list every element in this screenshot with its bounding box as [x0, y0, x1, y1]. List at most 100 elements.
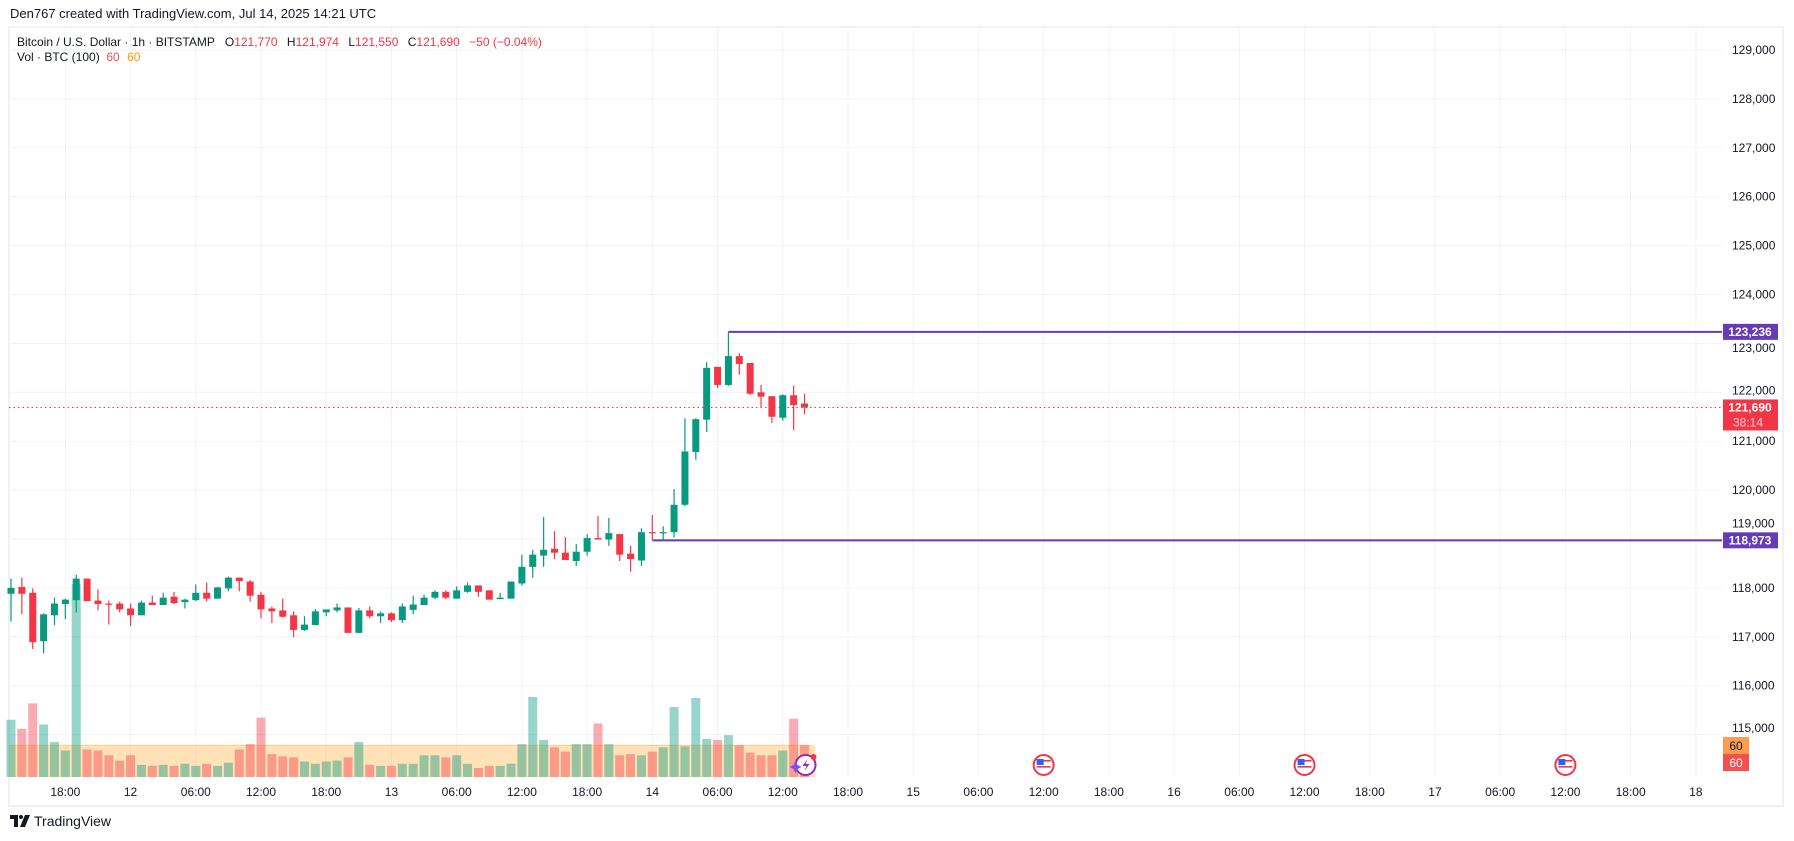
time-axis[interactable]: 18:00 12 06:00 12:00 18:00 13 06:00 12:00 18:00 1… — [50, 785, 1703, 799]
candle[interactable] — [637, 528, 645, 566]
volume-title[interactable]: Vol · BTC (100) — [17, 50, 100, 64]
tradingview-logo[interactable]: TradingView — [10, 813, 111, 829]
candle[interactable] — [442, 590, 450, 600]
us-flag-icon[interactable] — [1554, 754, 1577, 776]
candle[interactable] — [529, 549, 537, 578]
candle[interactable] — [703, 361, 711, 432]
volume-bar — [126, 755, 136, 777]
candle[interactable] — [29, 588, 37, 650]
candle[interactable] — [203, 582, 211, 602]
us-flag-icon[interactable] — [1293, 754, 1316, 776]
candle[interactable] — [311, 608, 319, 626]
candle[interactable] — [137, 600, 145, 616]
volume-bar — [310, 763, 320, 777]
candle[interactable] — [333, 603, 341, 613]
candle[interactable] — [159, 592, 167, 606]
candle[interactable] — [779, 394, 787, 421]
candle[interactable] — [692, 418, 700, 460]
candle[interactable] — [268, 606, 276, 624]
candle[interactable] — [235, 577, 243, 592]
candle[interactable] — [40, 613, 48, 654]
candle[interactable] — [724, 331, 732, 386]
candle[interactable] — [714, 366, 722, 388]
lightning-event-icon[interactable] — [789, 754, 817, 776]
candle[interactable] — [50, 597, 58, 626]
candle[interactable] — [627, 545, 635, 572]
candle[interactable] — [409, 595, 417, 615]
candle[interactable] — [224, 576, 232, 592]
flag-stripe — [1297, 769, 1312, 771]
candle[interactable] — [572, 543, 580, 566]
candle[interactable] — [18, 577, 26, 615]
candle[interactable] — [464, 582, 472, 593]
candle[interactable] — [420, 594, 428, 606]
event-markers[interactable] — [789, 754, 1577, 776]
candle[interactable] — [148, 595, 156, 606]
candle[interactable] — [83, 578, 91, 602]
price-axis-label: 115,000 — [1732, 721, 1775, 735]
price-axis-label: 116,000 — [1732, 679, 1775, 693]
candle[interactable] — [561, 537, 569, 561]
candle[interactable] — [366, 606, 374, 619]
candle[interactable] — [355, 607, 363, 633]
candle[interactable] — [540, 516, 548, 567]
candle[interactable] — [377, 611, 385, 624]
candle[interactable] — [648, 515, 656, 540]
candle[interactable] — [768, 396, 776, 424]
candle[interactable] — [116, 601, 124, 613]
candle[interactable] — [670, 489, 678, 538]
candle[interactable] — [453, 586, 461, 599]
candles[interactable] — [7, 331, 809, 654]
volume-bar — [82, 749, 92, 777]
candle[interactable] — [496, 592, 504, 600]
candle[interactable] — [518, 554, 526, 586]
candle[interactable] — [214, 586, 222, 599]
volume-bar — [278, 756, 288, 777]
candle[interactable] — [192, 584, 200, 602]
candle[interactable] — [507, 581, 515, 599]
candle[interactable] — [387, 612, 395, 623]
candle[interactable] — [790, 385, 798, 430]
candle[interactable] — [681, 418, 689, 507]
candle[interactable] — [485, 590, 493, 600]
candle[interactable] — [279, 598, 287, 618]
symbol-legend: Bitcoin / U.S. Dollar · 1h · BITSTAMP O1… — [17, 35, 548, 50]
us-flag-icon[interactable] — [1032, 754, 1055, 776]
candle[interactable] — [616, 534, 624, 562]
candle-body — [344, 607, 352, 633]
candle[interactable] — [474, 585, 482, 597]
candle[interactable] — [398, 603, 406, 624]
candle[interactable] — [127, 603, 135, 627]
candle[interactable] — [170, 591, 178, 605]
candle[interactable] — [594, 516, 602, 540]
candle[interactable] — [746, 362, 754, 395]
candle[interactable] — [757, 384, 765, 407]
candle[interactable] — [72, 574, 80, 613]
volume-bar — [647, 751, 657, 777]
candle[interactable] — [105, 600, 113, 625]
candle[interactable] — [94, 589, 102, 611]
candle[interactable] — [322, 609, 330, 617]
candle[interactable] — [583, 534, 591, 556]
candle[interactable] — [300, 616, 308, 631]
candle[interactable] — [344, 607, 352, 633]
candle[interactable] — [181, 598, 189, 609]
candle[interactable] — [7, 578, 15, 622]
candle[interactable] — [659, 526, 667, 540]
candle[interactable] — [551, 531, 558, 560]
price-axis[interactable]: 115,000 116,000 117,000 118,000 119,000 120,0… — [1723, 43, 1776, 771]
candle[interactable] — [801, 393, 809, 415]
volume-bar — [289, 757, 299, 777]
candle[interactable] — [735, 353, 743, 375]
candle[interactable] — [431, 590, 439, 600]
symbol-title[interactable]: Bitcoin / U.S. Dollar · 1h · BITSTAMP — [17, 35, 215, 49]
volume-bar — [169, 765, 179, 777]
volume-bar — [267, 754, 277, 777]
candle[interactable] — [605, 517, 613, 546]
candle[interactable] — [61, 598, 69, 620]
candle[interactable] — [246, 580, 254, 602]
candle[interactable] — [257, 591, 265, 619]
candle[interactable] — [290, 611, 298, 638]
